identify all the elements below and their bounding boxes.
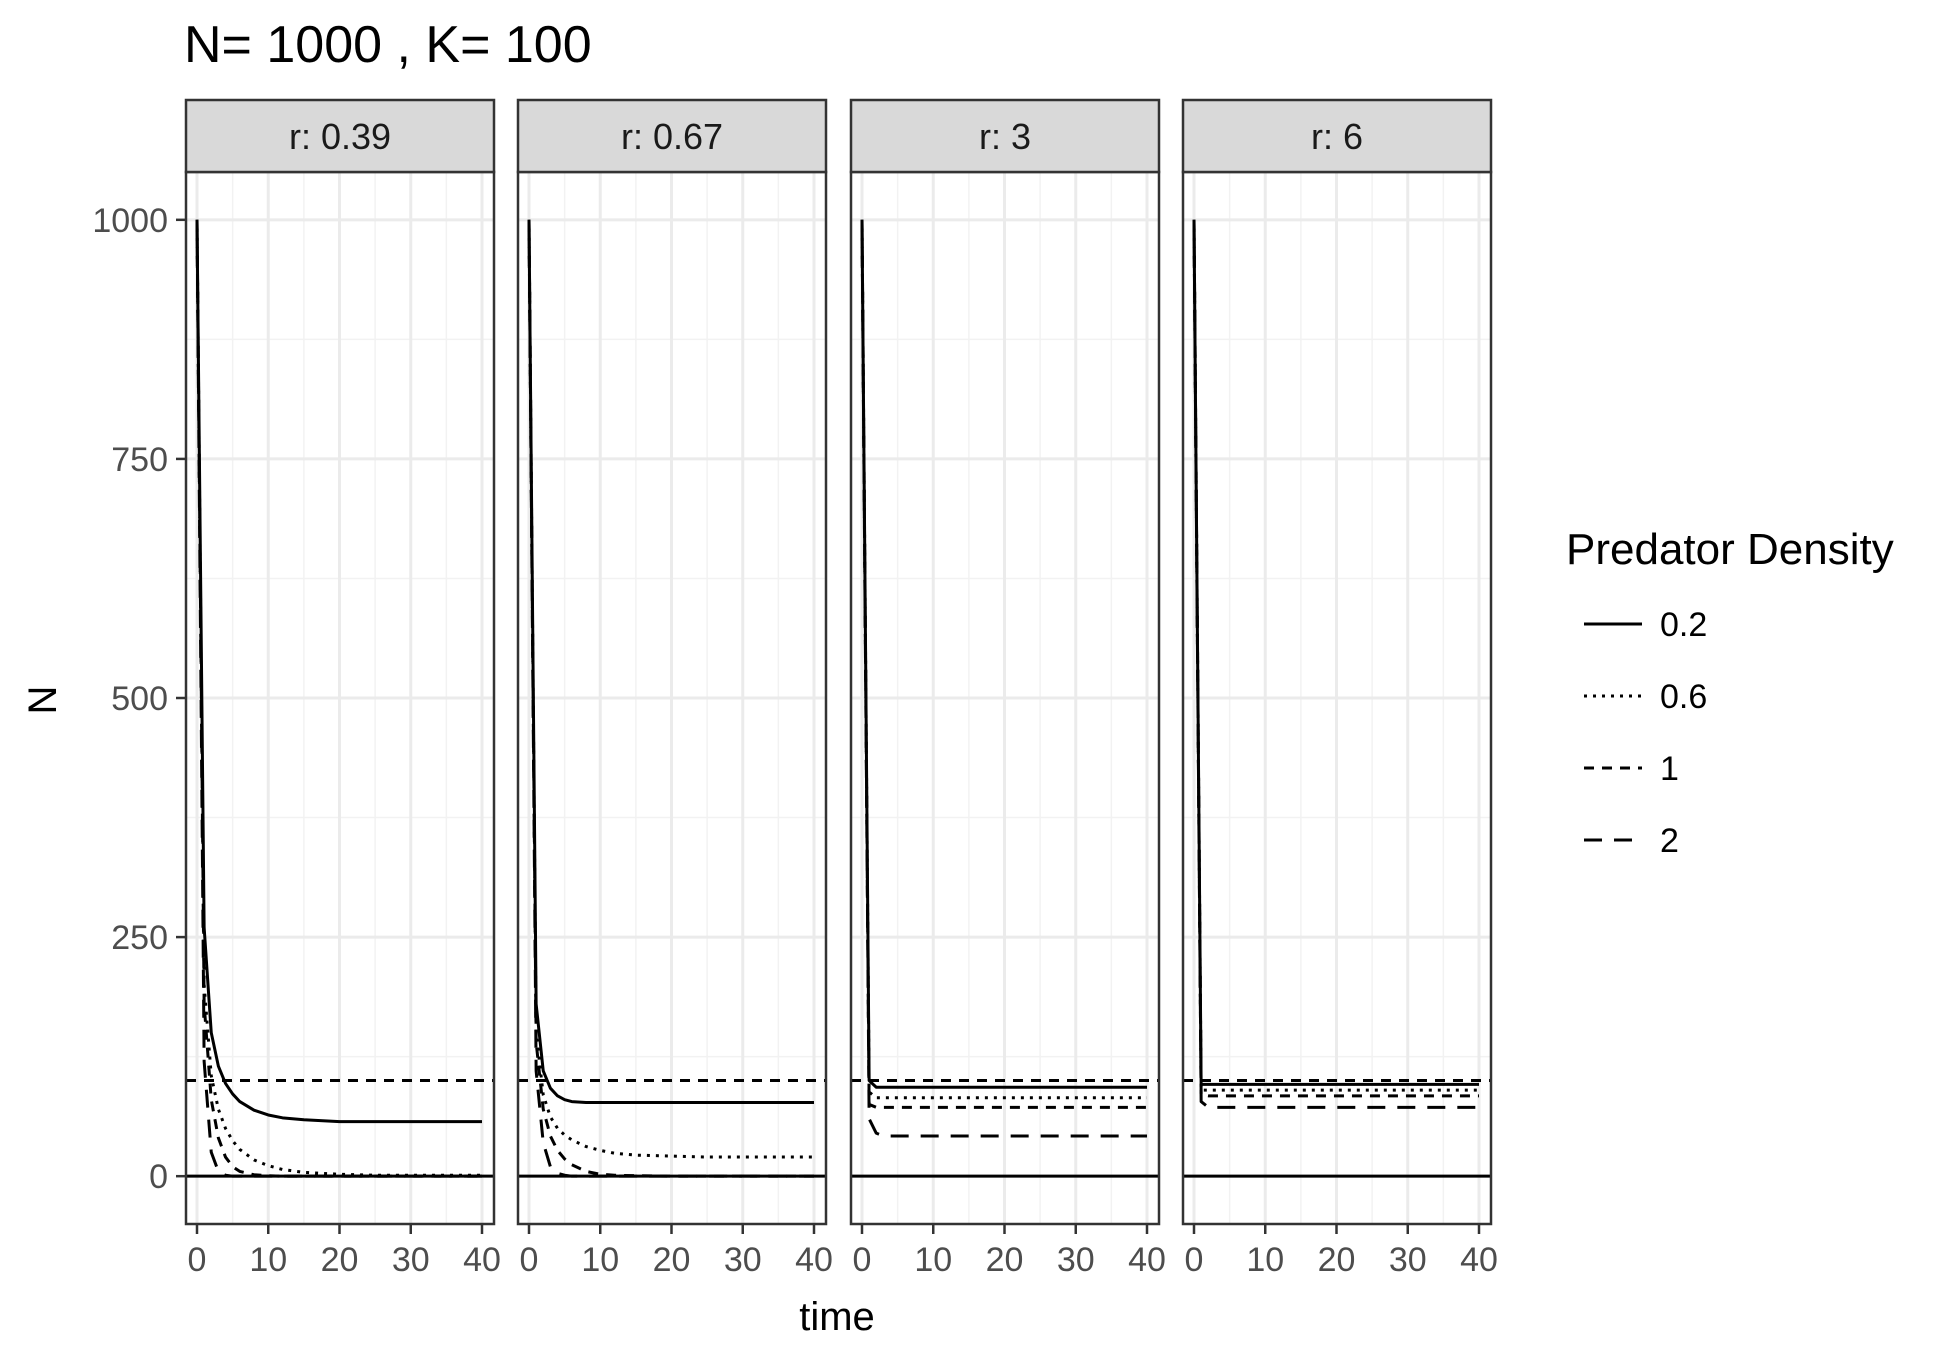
x-tick-label: 30: [1057, 1241, 1095, 1279]
x-tick-label: 0: [1185, 1241, 1204, 1279]
x-tick-label: 20: [321, 1241, 359, 1279]
x-tick-label: 20: [653, 1241, 691, 1279]
x-tick-label: 40: [795, 1241, 833, 1279]
x-tick-label: 10: [1246, 1241, 1284, 1279]
legend-entries: 0.2 0.6 1 2: [1584, 606, 1707, 860]
legend-entry: 0.6: [1584, 678, 1707, 716]
legend: Predator Density 0.2 0.6 1 2: [1566, 525, 1894, 860]
y-tick-label: 750: [111, 441, 168, 479]
series-line-1: [1192, 219, 1479, 1098]
x-tick-label: 10: [581, 1241, 619, 1279]
y-tick-label: 250: [111, 919, 168, 957]
facet-strip-label: r: 6: [1311, 116, 1363, 157]
series-line-0.2: [527, 219, 814, 1105]
x-tick-label: 40: [1128, 1241, 1166, 1279]
series-line-0.6: [195, 219, 482, 1177]
legend-entry: 1: [1584, 750, 1679, 788]
series-line-2: [195, 219, 482, 1178]
facet-strip: [184, 98, 496, 174]
series-line-1: [860, 219, 1147, 1109]
legend-label: 2: [1660, 822, 1679, 860]
legend-entry: 0.2: [1584, 606, 1707, 644]
facet-panel: r: 0.39 0 10 20 30 40: [184, 98, 501, 1279]
y-tick-label: 1000: [92, 202, 168, 240]
x-tick-label: 20: [986, 1241, 1024, 1279]
legend-title: Predator Density: [1566, 525, 1894, 574]
facet-strip-label: r: 0.39: [289, 116, 391, 157]
x-tick-label: 40: [1460, 1241, 1498, 1279]
series-line-0.6: [1192, 219, 1479, 1092]
legend-entry: 2: [1584, 822, 1679, 860]
series-line-0.2: [860, 219, 1147, 1089]
chart-title: N= 1000 , K= 100: [184, 16, 592, 74]
facet-strip-label: r: 3: [979, 116, 1031, 157]
legend-label: 1: [1660, 750, 1679, 788]
facet-panel: r: 0.67 0 10 20 30 40: [516, 98, 833, 1279]
facet-strip: [849, 98, 1161, 174]
series-line-2: [1192, 219, 1479, 1109]
facet-strip-label: r: 0.67: [621, 116, 723, 157]
legend-label: 0.2: [1660, 606, 1707, 644]
x-axis-title: time: [799, 1295, 875, 1339]
series-line-2: [527, 219, 814, 1178]
facet-strip: [516, 98, 828, 174]
x-tick-label: 40: [463, 1241, 501, 1279]
x-tick-label: 0: [520, 1241, 539, 1279]
series-line-1: [527, 219, 814, 1178]
y-tick-label: 500: [111, 680, 168, 718]
y-axis: 0 250 500 750 1000: [92, 202, 186, 1196]
x-tick-label: 30: [1389, 1241, 1427, 1279]
x-tick-label: 0: [188, 1241, 207, 1279]
series-line-0.2: [195, 219, 482, 1124]
legend-label: 0.6: [1660, 678, 1707, 716]
x-tick-label: 30: [724, 1241, 762, 1279]
series-line-0.2: [1192, 219, 1479, 1086]
x-tick-label: 30: [392, 1241, 430, 1279]
y-tick-label: 0: [149, 1158, 168, 1196]
facet-panel: r: 3 0 10 20 30 40: [849, 98, 1166, 1279]
series-line-0.6: [860, 219, 1147, 1100]
facet-panels: r: 0.39 0 10 20 30 40 r: 0.67 0 10 20 30 40 r: 3 0 10 2…: [184, 98, 1498, 1279]
x-tick-label: 10: [249, 1241, 287, 1279]
x-tick-label: 10: [914, 1241, 952, 1279]
series-line-2: [860, 219, 1147, 1138]
facet-strip: [1181, 98, 1493, 174]
y-axis-title: N: [21, 686, 65, 715]
x-tick-label: 20: [1318, 1241, 1356, 1279]
x-tick-label: 0: [853, 1241, 872, 1279]
facet-panel: r: 6 0 10 20 30 40: [1181, 98, 1498, 1279]
